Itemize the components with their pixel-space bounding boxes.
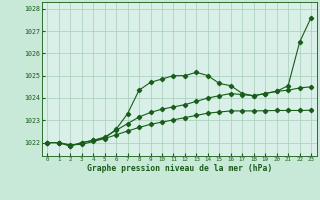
X-axis label: Graphe pression niveau de la mer (hPa): Graphe pression niveau de la mer (hPa) [87, 164, 272, 173]
